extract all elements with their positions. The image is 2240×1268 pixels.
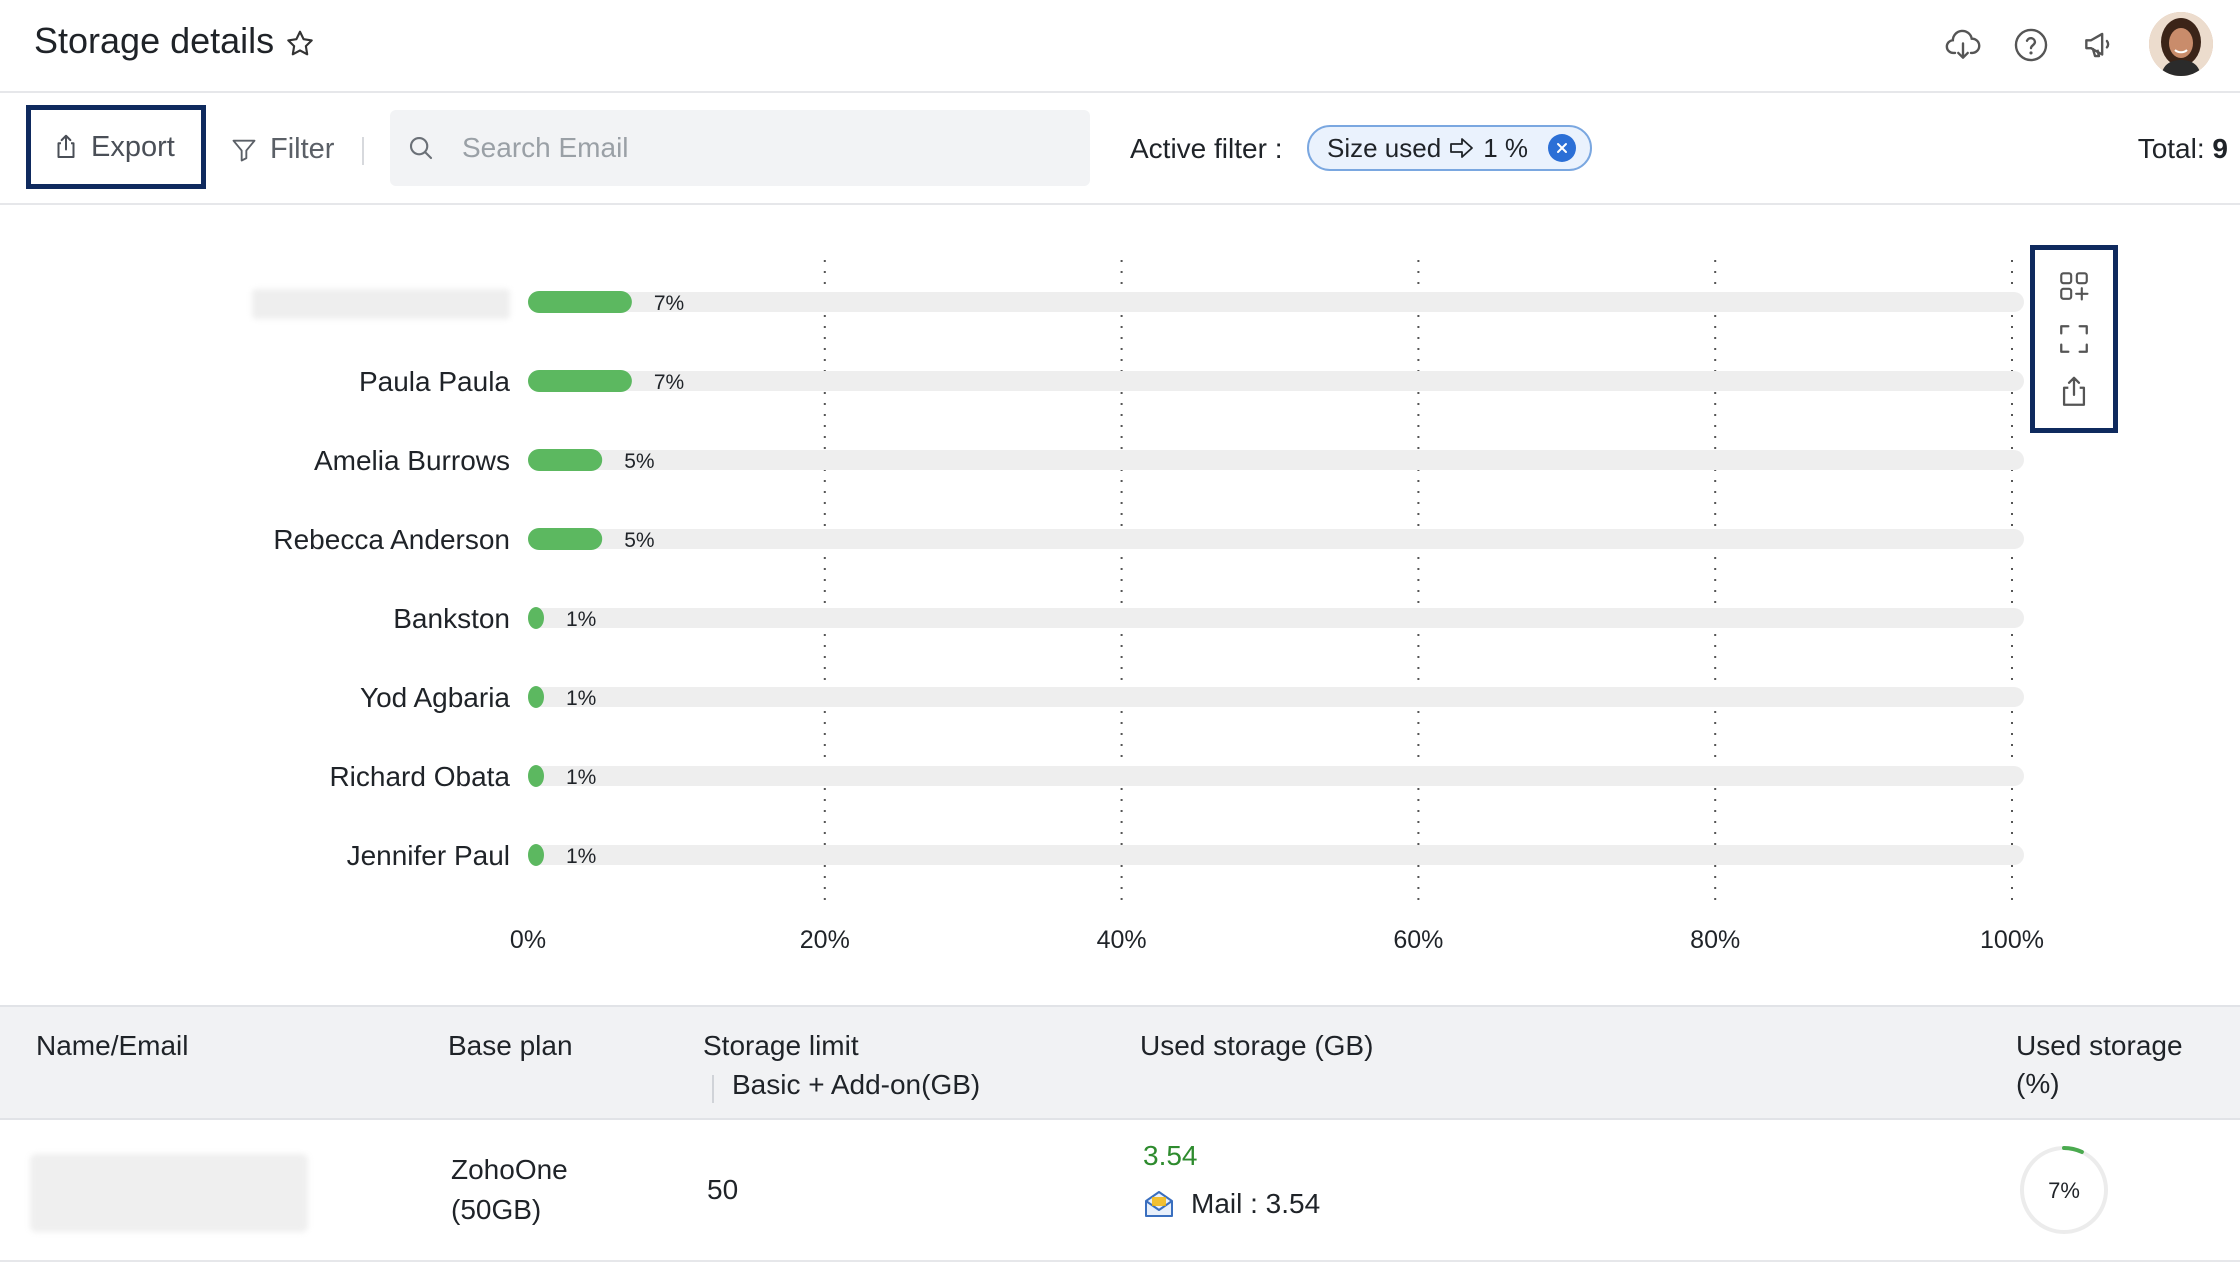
col-used-storage-pct-unit: (%) (2016, 1068, 2060, 1099)
arrow-right-icon (1450, 138, 1474, 158)
bar (528, 370, 632, 392)
col-storage-limit[interactable]: Storage limit (703, 1030, 859, 1061)
toolbar: Export Filter Active filter : Size used … (0, 93, 2240, 205)
data-label: 5% (624, 529, 654, 552)
row-plan-size: (50GB) (451, 1194, 542, 1225)
bar (528, 686, 544, 708)
table-row[interactable]: ZohoOne (50GB) 50 3.54 Mail : 3.54 7% (0, 1120, 2240, 1262)
category-label: Paula Paula (359, 366, 510, 397)
blurred-user-label (252, 289, 510, 319)
category-label: Bankston (393, 603, 510, 634)
chart-toolbox (2030, 245, 2118, 433)
bar-track (528, 292, 2024, 312)
star-favorite-icon[interactable] (284, 28, 316, 60)
col-used-storage-pct[interactable]: Used storage (2016, 1030, 2183, 1061)
data-label: 1% (566, 845, 596, 868)
col-name-email[interactable]: Name/Email (36, 1030, 189, 1061)
data-label: 7% (654, 371, 684, 394)
export-button[interactable]: Export (26, 105, 206, 189)
usage-percent-text: 7% (2048, 1178, 2080, 1203)
col-base-plan[interactable]: Base plan (448, 1030, 573, 1061)
col-storage-limit-sub: Basic + Add-on(GB) (732, 1069, 981, 1100)
bar-track (528, 766, 2024, 786)
bar-track (528, 450, 2024, 470)
bar (528, 607, 544, 629)
widgets-add-icon[interactable] (2057, 269, 2091, 303)
filter-chip-value: 1 % (1483, 132, 1528, 163)
active-filter-chip[interactable]: Size used 1 % (1307, 125, 1592, 171)
bar-track (528, 845, 2024, 865)
x-tick-label: 0% (510, 926, 546, 954)
data-label: 7% (654, 292, 684, 315)
usage-progress-arc (2020, 1146, 2108, 1234)
announcement-icon[interactable] (2080, 26, 2118, 64)
bar (528, 291, 632, 313)
filter-label: Filter (270, 133, 335, 165)
avatar-image (2149, 12, 2213, 76)
table-header: Name/Email Base plan Storage limit Basic… (0, 1005, 2240, 1120)
x-tick-label: 60% (1393, 926, 1443, 954)
total-value: 9 (2212, 133, 2228, 164)
category-label: Jennifer Paul (347, 840, 510, 871)
x-tick-label: 100% (1980, 926, 2044, 954)
bar-track (528, 529, 2024, 549)
bar-track (528, 687, 2024, 707)
page-header: Storage details (0, 0, 2240, 93)
category-label: Yod Agbaria (360, 682, 510, 713)
search-email-input[interactable] (462, 132, 1062, 164)
active-filter-label: Active filter : (1130, 133, 1283, 164)
bar-chart-svg: 0% 20% 40% 60% 80% 100% 7% Paula Paula 7% Amelia … (273, 260, 2044, 954)
row-storage-limit: 50 (707, 1174, 739, 1205)
bar (528, 844, 544, 866)
x-tick-label: 40% (1097, 926, 1147, 954)
close-icon (1557, 143, 1567, 153)
filter-chip-field: Size used (1327, 132, 1442, 163)
row-plan-name: ZohoOne (451, 1154, 568, 1185)
cloud-download-icon[interactable] (1944, 26, 1982, 64)
fullscreen-icon[interactable] (2057, 322, 2091, 356)
user-avatar[interactable] (2149, 12, 2213, 76)
data-label: 5% (624, 450, 654, 473)
x-tick-label: 80% (1690, 926, 1740, 954)
bar (528, 528, 603, 550)
filter-button[interactable]: Filter (230, 133, 334, 166)
filter-icon (232, 139, 256, 161)
row-mail-label: Mail : 3.54 (1191, 1188, 1321, 1219)
category-label: Rebecca Anderson (273, 524, 510, 555)
header-sub-divider (712, 1075, 714, 1103)
total-count: Total: 9 (2138, 133, 2228, 165)
toolbar-divider (362, 137, 364, 165)
search-box[interactable] (390, 110, 1090, 186)
data-label: 1% (566, 608, 596, 631)
search-icon (409, 136, 433, 160)
category-label: Richard Obata (329, 761, 510, 792)
bar-track (528, 608, 2024, 628)
total-label: Total: (2137, 133, 2205, 164)
data-label: 1% (566, 687, 596, 710)
help-icon[interactable] (2012, 26, 2050, 64)
category-label: Amelia Burrows (314, 445, 510, 476)
page-title: Storage details (34, 20, 275, 61)
remove-filter-icon[interactable] (1548, 134, 1576, 162)
usage-progress-ring: 7% (2020, 1146, 2108, 1234)
data-label: 1% (566, 766, 596, 789)
x-tick-label: 20% (800, 926, 850, 954)
mail-icon (1145, 1191, 1173, 1217)
row-used-gb: 3.54 (1143, 1140, 1198, 1171)
bar (528, 449, 603, 471)
export-icon (57, 134, 75, 158)
bar-track (528, 371, 2024, 391)
bar (528, 765, 544, 787)
export-label: Export (91, 130, 175, 163)
storage-chart: 0% 20% 40% 60% 80% 100% 7% Paula Paula 7% Amelia … (0, 205, 2240, 1005)
blurred-name-email (30, 1154, 308, 1232)
share-export-icon[interactable] (2057, 375, 2091, 409)
row-mail-usage: Mail : 3.54 (1143, 1188, 1320, 1220)
col-used-storage-gb[interactable]: Used storage (GB) (1140, 1030, 1374, 1061)
